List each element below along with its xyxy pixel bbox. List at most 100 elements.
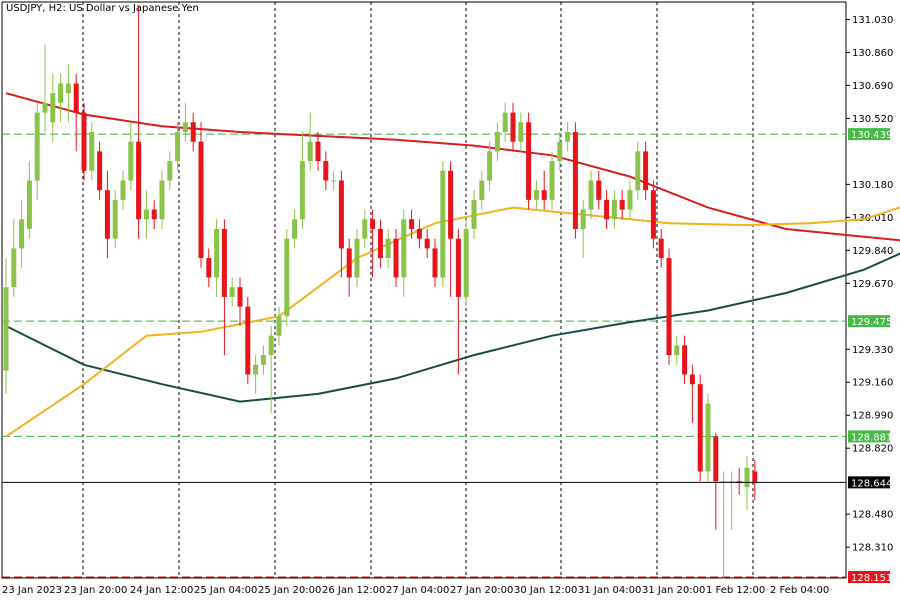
y-tick-label: 130.180 bbox=[852, 180, 893, 191]
candle-body bbox=[245, 306, 251, 375]
candle-body bbox=[643, 151, 649, 191]
y-tick-label: 131.030 bbox=[852, 15, 893, 26]
candle-body bbox=[721, 481, 727, 483]
y-tick-label: 130.690 bbox=[852, 81, 893, 92]
level-label-bg bbox=[848, 315, 890, 328]
candle-body bbox=[471, 199, 477, 229]
candle-body bbox=[292, 219, 298, 239]
candle-body bbox=[58, 83, 64, 103]
y-tick-label: 130.860 bbox=[852, 48, 893, 59]
candle-body bbox=[307, 141, 313, 162]
candle-body bbox=[744, 467, 750, 488]
candle-body bbox=[682, 345, 688, 375]
candle-body bbox=[549, 161, 555, 200]
y-tick-label: 129.330 bbox=[852, 345, 893, 356]
y-tick-label: 128.990 bbox=[852, 411, 893, 422]
current-price-label-bg bbox=[848, 476, 890, 489]
candle-body bbox=[666, 258, 672, 356]
candle-body bbox=[167, 161, 173, 181]
candle-body bbox=[112, 199, 118, 239]
candle-body bbox=[276, 316, 282, 336]
y-tick-label: 129.840 bbox=[852, 246, 893, 257]
y-tick-label: 129.160 bbox=[852, 378, 893, 389]
x-tick-label: 27 Jan 04:00 bbox=[386, 585, 449, 596]
candle-body bbox=[237, 287, 243, 307]
x-tick-label: 25 Jan 04:00 bbox=[194, 585, 257, 596]
candle-body bbox=[401, 219, 407, 278]
candle-body bbox=[299, 161, 305, 220]
candle-body bbox=[34, 112, 40, 181]
candle-body bbox=[440, 170, 446, 278]
x-tick-label: 30 Jan 12:00 bbox=[514, 585, 577, 596]
candle-body bbox=[689, 374, 695, 385]
candle-body bbox=[362, 219, 368, 239]
candle-body bbox=[572, 131, 578, 229]
level-label: 128.881 bbox=[851, 432, 892, 443]
candle-body bbox=[206, 258, 212, 278]
candle-body bbox=[19, 219, 25, 249]
level-label-bg bbox=[848, 430, 890, 443]
y-tick-label: 129.670 bbox=[852, 279, 893, 290]
candle-body bbox=[50, 93, 56, 123]
candle-body bbox=[214, 228, 220, 278]
x-tick-label: 25 Jan 20:00 bbox=[258, 585, 321, 596]
candle-body bbox=[260, 355, 266, 365]
candle-body bbox=[175, 131, 181, 162]
candle-body bbox=[65, 83, 71, 94]
candle-body bbox=[432, 248, 438, 278]
low-label: 128.151 bbox=[851, 573, 892, 584]
chart-title: USDJPY, H2: US Dollar vs Japanese Yen bbox=[6, 3, 199, 14]
candle-body bbox=[565, 131, 571, 142]
candle-body bbox=[81, 112, 87, 171]
y-tick-label: 128.480 bbox=[852, 510, 893, 521]
candle-body bbox=[463, 228, 469, 297]
candle-body bbox=[674, 345, 680, 356]
candle-body bbox=[627, 190, 633, 210]
candle-body bbox=[120, 180, 126, 200]
candle-body bbox=[97, 151, 103, 191]
candle-body bbox=[198, 141, 204, 259]
candle-body bbox=[89, 131, 95, 171]
candle-body bbox=[479, 180, 485, 200]
candle-body bbox=[128, 141, 134, 181]
candle-body bbox=[338, 180, 344, 249]
y-tick-label: 130.010 bbox=[852, 213, 893, 224]
candle-body bbox=[650, 190, 656, 239]
candle-body bbox=[393, 238, 399, 278]
candle-body bbox=[346, 248, 352, 278]
candle-body bbox=[268, 335, 274, 356]
candle-body bbox=[596, 180, 602, 200]
candle-body bbox=[502, 112, 508, 132]
candle-body bbox=[385, 238, 391, 259]
candle-body bbox=[658, 238, 664, 259]
x-tick-label: 27 Jan 20:00 bbox=[450, 585, 513, 596]
candle-body bbox=[611, 199, 617, 220]
candle-body bbox=[190, 122, 196, 142]
candle-body bbox=[221, 228, 227, 297]
x-tick-label: 31 Jan 04:00 bbox=[578, 585, 641, 596]
candle-body bbox=[752, 471, 758, 484]
candle-body bbox=[635, 151, 641, 191]
candle-body bbox=[619, 199, 625, 210]
candle-body bbox=[541, 190, 547, 200]
candle-body bbox=[315, 141, 321, 162]
y-tick-label: 130.520 bbox=[852, 114, 893, 125]
candle-body bbox=[455, 238, 461, 297]
candle-body bbox=[159, 180, 165, 220]
y-tick-label: 128.820 bbox=[852, 444, 893, 455]
x-tick-label: 31 Jan 20:00 bbox=[642, 585, 705, 596]
candle-body bbox=[713, 436, 719, 482]
x-tick-label: 26 Jan 12:00 bbox=[322, 585, 385, 596]
candle-body bbox=[557, 141, 563, 162]
candle-body bbox=[518, 122, 524, 142]
candle-body bbox=[487, 151, 493, 181]
candle-body bbox=[526, 122, 532, 200]
x-tick-label: 23 Jan 2023 bbox=[2, 585, 62, 596]
candle-body bbox=[253, 364, 259, 375]
candle-body bbox=[151, 209, 157, 220]
candle-body bbox=[377, 228, 383, 259]
ma-fast-line bbox=[5, 206, 900, 438]
level-label: 130.439 bbox=[851, 130, 892, 141]
candle-body bbox=[494, 131, 500, 152]
